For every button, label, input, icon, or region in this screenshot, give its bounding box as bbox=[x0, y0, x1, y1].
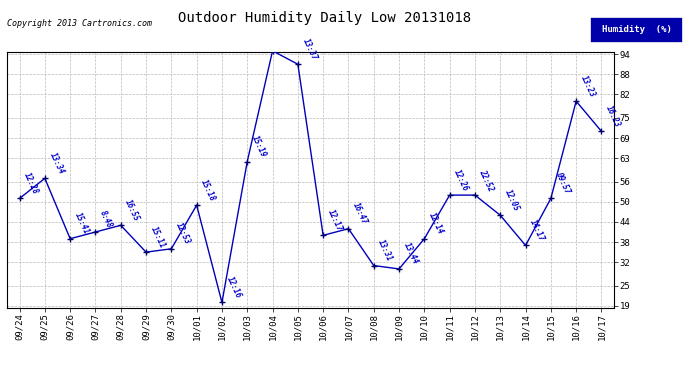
Text: 13:31: 13:31 bbox=[377, 238, 395, 263]
Text: 16:55: 16:55 bbox=[124, 198, 141, 222]
Text: 12:26: 12:26 bbox=[453, 168, 471, 192]
Text: 8:48: 8:48 bbox=[98, 209, 115, 229]
Text: 15:41: 15:41 bbox=[73, 211, 91, 236]
Text: 14:17: 14:17 bbox=[529, 218, 546, 243]
Text: 12:28: 12:28 bbox=[22, 171, 40, 196]
Text: 00:00: 00:00 bbox=[0, 374, 1, 375]
Text: 13:44: 13:44 bbox=[402, 242, 420, 266]
Text: 15:18: 15:18 bbox=[199, 178, 217, 203]
Text: 22:52: 22:52 bbox=[477, 168, 495, 192]
Text: Humidity  (%): Humidity (%) bbox=[602, 26, 671, 34]
Text: 12:53: 12:53 bbox=[174, 221, 192, 246]
Text: 12:16: 12:16 bbox=[225, 275, 243, 300]
Text: 12:17: 12:17 bbox=[326, 208, 344, 232]
Text: 15:19: 15:19 bbox=[250, 134, 268, 159]
Text: 13:34: 13:34 bbox=[48, 151, 66, 176]
Text: 09:57: 09:57 bbox=[553, 171, 571, 196]
Text: Copyright 2013 Cartronics.com: Copyright 2013 Cartronics.com bbox=[7, 19, 152, 28]
Text: 16:47: 16:47 bbox=[351, 201, 369, 226]
Text: 15:11: 15:11 bbox=[149, 225, 167, 249]
Text: 12:14: 12:14 bbox=[427, 211, 445, 236]
Text: 13:23: 13:23 bbox=[579, 74, 597, 98]
Text: 12:05: 12:05 bbox=[503, 188, 521, 213]
Text: Outdoor Humidity Daily Low 20131018: Outdoor Humidity Daily Low 20131018 bbox=[178, 11, 471, 25]
Text: 13:37: 13:37 bbox=[301, 37, 319, 62]
Text: 16:23: 16:23 bbox=[604, 104, 622, 129]
